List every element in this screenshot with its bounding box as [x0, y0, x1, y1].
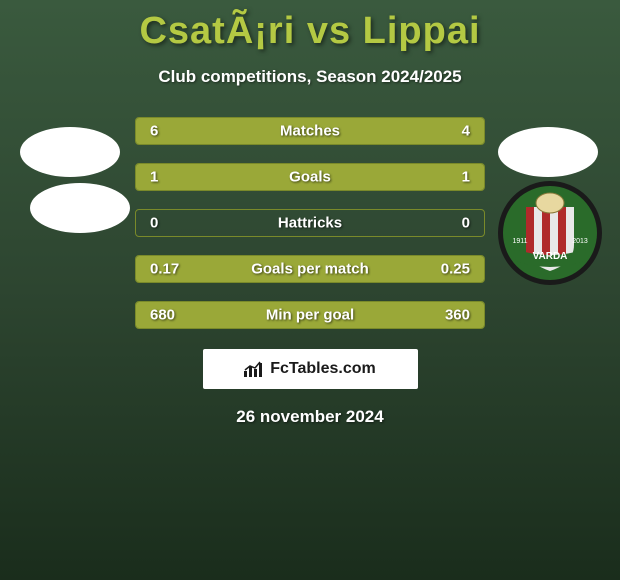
stat-value-right: 0.25 — [441, 261, 470, 278]
stat-bar-left — [136, 164, 310, 190]
stat-value-right: 0 — [462, 215, 470, 232]
stat-row-hattricks: 0 Hattricks 0 — [135, 209, 485, 237]
footer-date: 26 november 2024 — [10, 407, 610, 427]
stat-label: Goals per match — [251, 261, 369, 278]
stat-row-mpg: 680 Min per goal 360 — [135, 301, 485, 329]
page-subtitle: Club competitions, Season 2024/2025 — [10, 67, 610, 87]
stat-row-goals: 1 Goals 1 — [135, 163, 485, 191]
badge-year-right: 2013 — [572, 238, 588, 245]
player-right-placeholder — [498, 127, 598, 177]
stat-value-left: 0.17 — [150, 261, 179, 278]
stat-bar-right — [310, 164, 484, 190]
stat-value-left: 1 — [150, 169, 158, 186]
stat-value-right: 1 — [462, 169, 470, 186]
stat-label: Min per goal — [266, 307, 354, 324]
stat-row-matches: 6 Matches 4 — [135, 117, 485, 145]
stat-value-right: 360 — [445, 307, 470, 324]
stat-value-right: 4 — [462, 123, 470, 140]
player-left-placeholder-2 — [30, 183, 130, 233]
badge-banner-text: VARDA — [533, 251, 568, 262]
page-title: CsatÃ¡ri vs Lippai — [10, 0, 610, 53]
stat-label: Goals — [289, 169, 331, 186]
team-badge-right: VARDA 1911 2013 — [496, 179, 604, 287]
footer-site-name: FcTables.com — [270, 360, 376, 378]
footer-logo[interactable]: FcTables.com — [203, 349, 418, 389]
stat-value-left: 680 — [150, 307, 175, 324]
stat-rows: 6 Matches 4 1 Goals 1 0 Hattricks 0 — [135, 117, 485, 329]
stat-value-left: 0 — [150, 215, 158, 232]
stat-label: Matches — [280, 123, 340, 140]
chart-icon — [244, 361, 264, 377]
stat-row-gpm: 0.17 Goals per match 0.25 — [135, 255, 485, 283]
stats-section: VARDA 1911 2013 6 Matches 4 1 Goals 1 — [10, 117, 610, 427]
stat-value-left: 6 — [150, 123, 158, 140]
stat-label: Hattricks — [278, 215, 342, 232]
badge-year-left: 1911 — [512, 238, 527, 245]
player-left-placeholder — [20, 127, 120, 177]
